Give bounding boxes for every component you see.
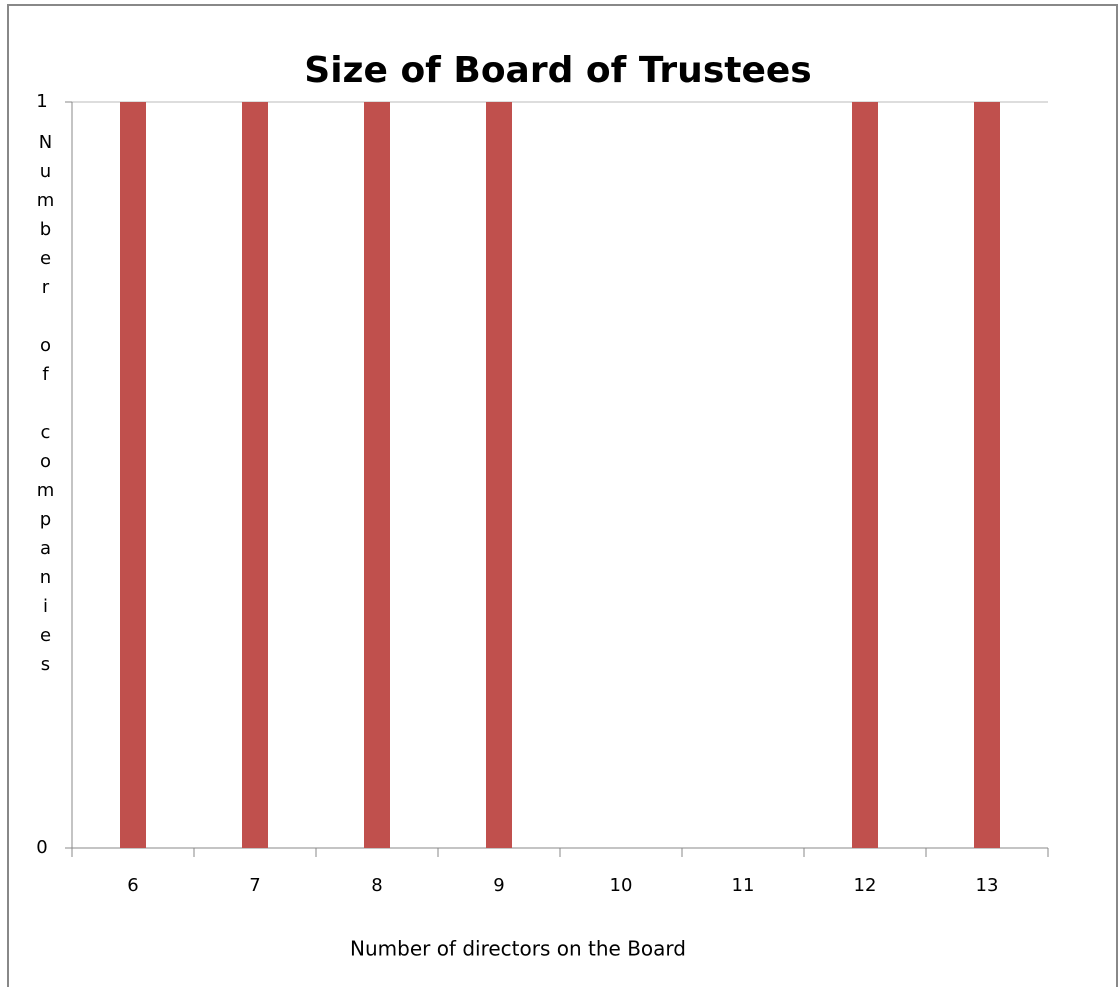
bar	[364, 102, 390, 848]
y-axis-label: Number of companies	[35, 132, 56, 683]
x-tick-label: 12	[854, 875, 877, 896]
bar	[852, 102, 878, 848]
x-tick-label: 11	[732, 875, 755, 896]
bar	[486, 102, 512, 848]
x-tick-label: 8	[371, 875, 382, 896]
y-tick-label: 1	[36, 91, 47, 112]
x-tick-label: 10	[610, 875, 633, 896]
chart-title: Size of Board of Trustees	[304, 50, 811, 91]
x-tick-label: 6	[127, 875, 138, 896]
bar	[242, 102, 268, 848]
x-axis-label: Number of directors on the Board	[350, 937, 686, 961]
bar	[974, 102, 1000, 848]
x-tick-label: 9	[493, 875, 504, 896]
y-tick-label: 0	[36, 837, 47, 858]
bar	[120, 102, 146, 848]
x-tick-label: 13	[976, 875, 999, 896]
chart-border	[7, 4, 1118, 987]
x-tick-label: 7	[249, 875, 260, 896]
